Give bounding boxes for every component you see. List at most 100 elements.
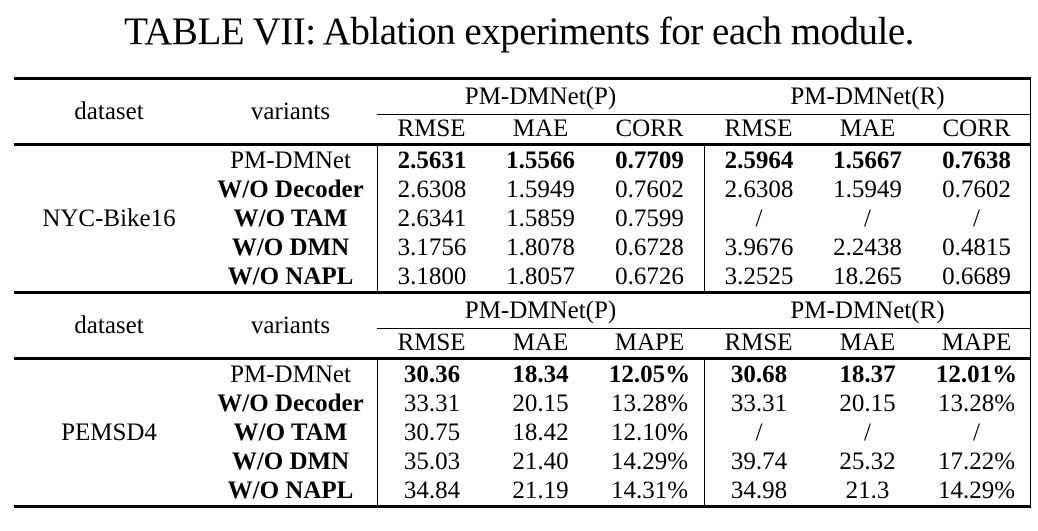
value-cell: 25.32 [839,447,896,475]
value-cell: 18.265 [833,262,902,290]
value-cell: 2.5631 [377,146,486,175]
value-cell: 34.84 [377,476,486,505]
table-row: W/O Decoder 2.6308 1.5949 0.7602 2.6308 … [14,175,1030,204]
value-cell: / [704,418,813,447]
table-row: PM-DMNet 30.36 18.34 12.05% 30.68 18.37 … [14,360,1030,389]
value-cell: 0.4815 [942,233,1011,261]
value-cell: / [973,418,980,446]
variant-cell: W/O DMN [231,447,350,475]
value-cell: 3.2525 [704,262,813,291]
dataset-cell [14,447,204,476]
value-cell: 13.28% [610,389,689,417]
value-cell: 33.31 [704,389,813,418]
value-cell: 1.5949 [506,175,575,203]
value-cell: 18.37 [839,360,896,388]
metric-header-rmse: RMSE [397,115,466,142]
column-header-variants: variants [250,311,331,339]
value-cell: 0.6728 [615,233,684,261]
variant-cell: PM-DMNet [230,146,351,174]
value-cell: 34.98 [704,476,813,505]
variant-cell: W/O Decoder [217,175,364,203]
value-cell: 3.1756 [377,233,486,262]
value-cell: 1.5949 [833,175,902,203]
column-header-dataset: dataset [74,97,144,125]
value-cell: 21.19 [512,476,569,504]
value-cell: 20.15 [839,389,896,417]
value-cell: 2.5964 [704,146,813,175]
block-2-header: dataset variants PM-DMNet(P) PM-DMNet(R)… [14,291,1031,360]
value-cell: 13.28% [937,389,1016,417]
value-cell: 21.3 [845,476,890,504]
metric-header-rmse: RMSE [397,329,466,356]
variant-cell: W/O NAPL [227,262,354,290]
group-header-pm-dmnet-p: PM-DMNet(P) [377,294,704,329]
metric-header-mape: MAPE [941,329,1012,356]
dataset-cell: PEMSD4 [61,418,157,446]
value-cell: 0.7602 [615,175,684,203]
value-cell: 0.7599 [615,204,684,232]
block-1-body: PM-DMNet 2.5631 1.5566 0.7709 2.5964 1.5… [14,146,1030,291]
table-row: NYC-Bike16 W/O TAM 2.6341 1.5859 0.7599 … [14,204,1030,233]
page-title: TABLE VII: Ablation experiments for each… [124,10,914,53]
metric-header-mae: MAE [512,115,569,142]
dataset-cell [14,233,204,262]
value-cell: 1.8057 [506,262,575,290]
variant-cell: W/O NAPL [227,476,354,504]
column-header-dataset: dataset [74,311,144,339]
ablation-table: dataset variants PM-DMNet(P) PM-DMNet(R)… [14,77,1031,508]
dataset-cell [14,262,204,291]
variant-cell: W/O Decoder [217,389,364,417]
metric-header-mae: MAE [512,329,569,356]
value-cell: 1.5667 [833,146,902,174]
group-header-pm-dmnet-r: PM-DMNet(R) [704,294,1031,329]
value-cell: 14.31% [610,476,689,504]
value-cell: 20.15 [512,389,569,417]
value-cell: 18.34 [512,360,569,388]
block-2-body: PM-DMNet 30.36 18.34 12.05% 30.68 18.37 … [14,360,1030,508]
value-cell: 2.6308 [377,175,486,204]
table-row: W/O NAPL 3.1800 1.8057 0.6726 3.2525 18.… [14,262,1030,291]
metric-header-rmse: RMSE [724,329,793,356]
value-cell: / [704,204,813,233]
value-cell: 33.31 [377,389,486,418]
metric-header-rmse: RMSE [724,115,793,142]
value-cell: 30.36 [377,360,486,389]
dataset-cell [14,360,204,389]
dataset-cell [14,476,204,505]
value-cell: 1.5566 [506,146,575,174]
metric-header-mae: MAE [839,115,896,142]
value-cell: 2.6341 [377,204,486,233]
value-cell: 18.42 [512,418,569,446]
value-cell: 35.03 [377,447,486,476]
value-cell: 17.22% [937,447,1016,475]
dataset-cell [14,146,204,175]
dataset-cell [14,175,204,204]
value-cell: 14.29% [610,447,689,475]
value-cell: 14.29% [937,476,1016,504]
value-cell: 12.05% [608,360,691,388]
table-row: W/O NAPL 34.84 21.19 14.31% 34.98 21.3 1… [14,476,1030,505]
column-header-variants: variants [250,97,331,125]
value-cell: 2.6308 [704,175,813,204]
value-cell: / [864,418,871,446]
table-row: W/O DMN 35.03 21.40 14.29% 39.74 25.32 1… [14,447,1030,476]
variant-cell: W/O TAM [233,418,348,446]
value-cell: 39.74 [704,447,813,476]
value-cell: 2.2438 [833,233,902,261]
dataset-cell [14,389,204,418]
table-row: W/O DMN 3.1756 1.8078 0.6728 3.9676 2.24… [14,233,1030,262]
value-cell: 3.9676 [704,233,813,262]
block-1-header: dataset variants PM-DMNet(P) PM-DMNet(R)… [14,77,1031,146]
group-header-pm-dmnet-p: PM-DMNet(P) [377,80,704,115]
table-row: PEMSD4 W/O TAM 30.75 18.42 12.10% / / / [14,418,1030,447]
value-cell: 12.10% [610,418,689,446]
value-cell: / [864,204,871,232]
metric-header-corr: CORR [942,115,1011,142]
metric-header-corr: CORR [615,115,684,142]
value-cell: 30.68 [704,360,813,389]
variant-cell: W/O DMN [231,233,350,261]
dataset-cell: NYC-Bike16 [42,204,176,232]
variant-cell: PM-DMNet [230,360,351,388]
variant-cell: W/O TAM [233,204,348,232]
metric-header-mape: MAPE [614,329,685,356]
